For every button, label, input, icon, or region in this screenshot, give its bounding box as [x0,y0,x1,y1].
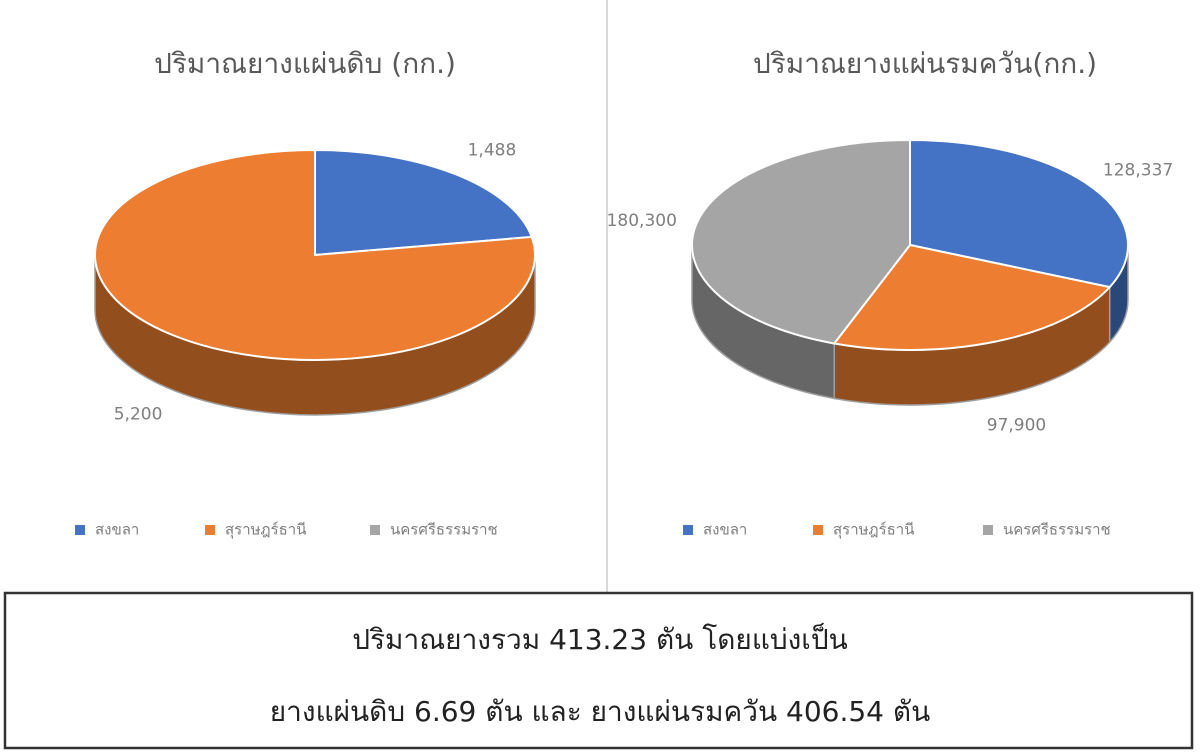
chart-title: ปริมาณยางแผ่นดิบ (กก.) [154,47,456,80]
legend-label: สุราษฎร์ธานี [225,521,306,540]
data-label: 128,337 [1103,160,1173,180]
legend-swatch [683,525,693,535]
slice [94,148,536,361]
legend-label: สงขลา [95,521,139,539]
data-label: 5,200 [114,404,163,424]
data-label: 180,300 [607,211,677,231]
slice [832,243,1112,351]
legend-label: นครศรีธรรมราช [1003,521,1111,539]
legend-label: สงขลา [703,521,747,539]
legend-label: สุราษฎร์ธานี [833,521,914,540]
summary-box [3,591,1194,750]
summary-line: ปริมาณยางรวม 413.23 ตัน โดยแบ่งเป็น [352,622,848,656]
legend-swatch [205,525,215,535]
legend-swatch [370,525,380,535]
legend-swatch [813,525,823,535]
slice [909,138,1129,289]
legend-label: นครศรีธรรมราช [390,521,498,539]
slice [691,138,911,345]
summary-line: ยางแผ่นดิบ 6.69 ตัน และ ยางแผ่นรมควัน 40… [270,695,930,728]
legend-swatch [75,525,85,535]
data-label: 97,900 [987,416,1046,436]
legend-swatch [983,525,993,535]
chart-title: ปริมาณยางแผ่นรมควัน(กก.) [753,47,1097,80]
slice [314,148,534,257]
data-label: 1,488 [468,141,517,161]
